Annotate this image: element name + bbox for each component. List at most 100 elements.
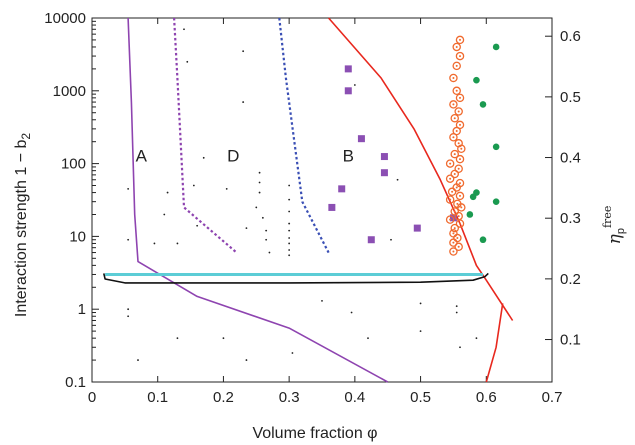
open-circle-marker <box>453 233 462 243</box>
dot-marker <box>455 311 458 314</box>
open-circle-marker <box>455 35 465 45</box>
square-marker <box>357 135 365 143</box>
dot-marker <box>419 302 422 305</box>
dot-marker <box>288 184 291 187</box>
dot-marker <box>288 229 291 232</box>
x-tick-label: 0.4 <box>344 389 365 406</box>
open-circle-marker <box>452 86 461 96</box>
dot-marker <box>396 178 399 181</box>
open-circle-marker <box>449 238 458 247</box>
open-circle-marker <box>450 207 459 216</box>
x-axis-ticks: 0 0.1 0.2 0.3 0.4 0.5 0.6 0.7 <box>88 18 563 406</box>
dot-marker <box>455 305 458 308</box>
dot-marker <box>258 181 261 184</box>
x-tick-label: 0 <box>88 389 96 406</box>
dot-marker <box>242 101 245 103</box>
curve-purple-dotted-1 <box>173 17 238 254</box>
dot-marker <box>475 337 478 340</box>
filled-circle-marker <box>473 76 480 84</box>
open-circle-marker <box>455 93 465 103</box>
dot-marker <box>222 337 225 340</box>
region-label-D: D <box>227 146 239 165</box>
dot-marker <box>192 184 195 187</box>
dot-marker <box>225 187 228 190</box>
curves <box>103 17 514 383</box>
square-marker <box>380 169 388 177</box>
curve-blue-dotted-2 <box>278 17 330 254</box>
open-circle-marker <box>449 73 458 83</box>
region-label-B: B <box>343 146 354 165</box>
open-circle-marker <box>452 183 461 192</box>
dot-marker <box>288 222 291 225</box>
dot-marker <box>288 249 291 251</box>
y2-tick-label: 0.4 <box>560 150 581 167</box>
y-axis-label-main: Interaction strength 1 − b <box>13 140 30 318</box>
dot-marker <box>390 238 392 241</box>
x-tick-label: 0.5 <box>410 389 431 406</box>
square-marker <box>328 203 336 211</box>
y2-tick-label: 0.3 <box>560 210 581 227</box>
x-tick-label: 0.1 <box>147 389 168 406</box>
dot-marker <box>291 352 294 354</box>
open-circle-marker <box>445 215 455 224</box>
dot-marker <box>163 213 166 216</box>
dot-marker <box>127 315 130 318</box>
y-axis-ticks: 0.1 1 10 100 1000 10000 <box>44 10 99 391</box>
open-circle-marker <box>455 191 465 201</box>
y-tick-label: 1000 <box>53 83 86 100</box>
square-marker <box>344 87 352 95</box>
square-marker <box>413 224 421 232</box>
open-circle-marker <box>450 113 459 123</box>
open-circle-marker <box>449 133 458 142</box>
dot-marker <box>268 251 271 254</box>
dot-marker <box>166 191 169 194</box>
y2-axis-label-sup: free <box>601 206 614 228</box>
dot-marker <box>176 337 179 340</box>
dot-marker <box>258 171 261 174</box>
dot-marker <box>419 330 422 333</box>
dot-marker <box>196 224 199 227</box>
dot-marker <box>137 359 139 361</box>
filled-circle-marker <box>479 236 487 244</box>
dot-marker <box>288 198 291 201</box>
open-circle-marker <box>445 174 455 183</box>
dot-marker <box>367 337 369 340</box>
x-tick-label: 0.3 <box>279 389 300 406</box>
open-circle-marker <box>455 51 465 61</box>
x-tick-label: 0.7 <box>542 389 563 406</box>
dot-marker <box>127 308 130 311</box>
open-circle-marker <box>445 159 455 168</box>
filled-circle-marker <box>492 43 500 51</box>
y2-tick-label: 0.6 <box>560 28 581 45</box>
dot-marker <box>127 238 130 241</box>
curve-black-solid-6 <box>103 272 489 284</box>
open-circle-marker <box>457 144 466 153</box>
plot-border <box>91 17 553 383</box>
open-circle-marker <box>455 154 465 164</box>
dot-marker <box>288 242 291 245</box>
x-tick-label: 0.2 <box>213 389 234 406</box>
y2-axis-label-sub: p <box>615 228 627 234</box>
open-circle-marker <box>454 242 463 252</box>
y-tick-label: 0.1 <box>65 374 86 391</box>
y2-tick-label: 0.2 <box>560 271 581 288</box>
open-circle-marker <box>454 107 463 116</box>
curve-red-solid-3 <box>327 17 514 321</box>
y-tick-label: 10 <box>69 228 86 245</box>
dot-marker <box>229 149 231 152</box>
square-marker <box>338 185 346 193</box>
dot-marker <box>202 156 205 159</box>
data-markers <box>328 35 500 256</box>
plot-frame <box>91 17 553 383</box>
open-circle-marker <box>450 149 459 159</box>
y-axis-label-sub: 2 <box>19 133 33 140</box>
dot-markers <box>127 28 478 361</box>
curve-purple-solid-0 <box>127 17 389 383</box>
y2-axis-label: ηpfree <box>601 206 627 245</box>
region-label-A: A <box>136 146 148 165</box>
dot-marker <box>261 216 264 219</box>
dot-marker <box>265 229 268 232</box>
dot-marker <box>350 311 353 314</box>
dot-marker <box>176 242 179 245</box>
